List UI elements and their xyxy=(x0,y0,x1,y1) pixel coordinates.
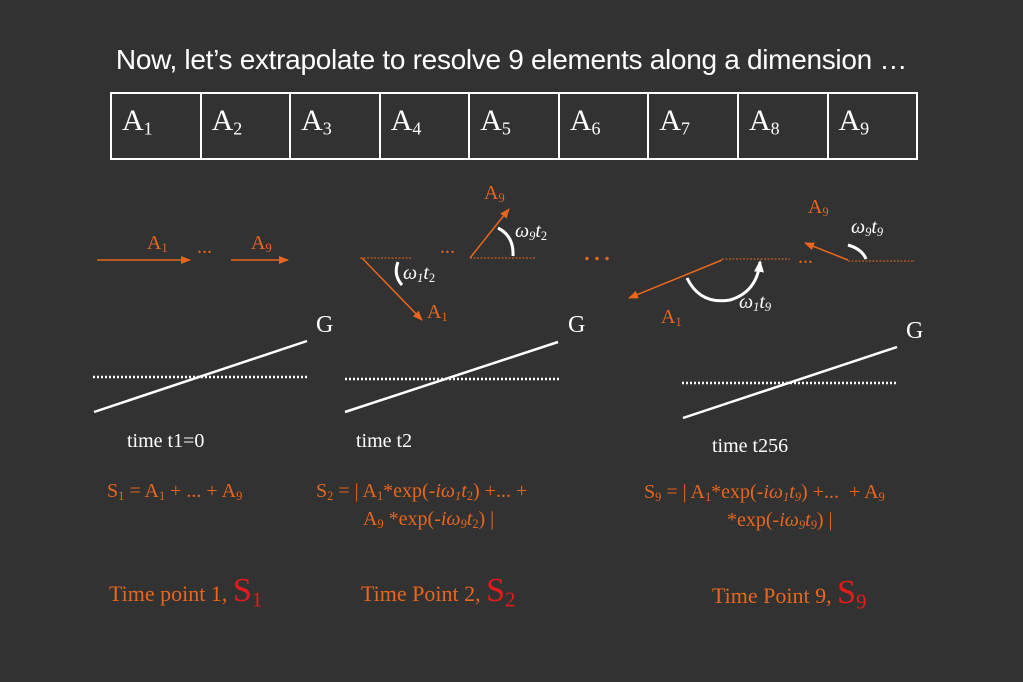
ellipsis: ... xyxy=(440,236,455,258)
signal-equation: S2 = | A1*exp(-iω1t2) +... + xyxy=(316,480,528,504)
table-cell: A4 xyxy=(381,94,471,158)
vector-a1 xyxy=(628,259,723,299)
time-label: time t256 xyxy=(712,435,789,457)
phase-arc-omega9 xyxy=(847,243,868,260)
vector-a1 xyxy=(361,257,423,321)
phase-arc-omega9 xyxy=(497,226,515,257)
label-a1: A1 xyxy=(147,232,168,256)
page-title: Now, let’s extrapolate to resolve 9 elem… xyxy=(115,44,908,75)
signal-equation-line2: *exp(-iω9t9) | xyxy=(727,509,833,533)
time-point-label: Time Point 9, S9 xyxy=(712,574,867,614)
phase-label-omega1: ω1t9 xyxy=(739,291,772,315)
table-cell: A2 xyxy=(202,94,292,158)
phase-label-omega1: ω1t2 xyxy=(403,262,436,286)
ellipsis: ... xyxy=(197,236,212,258)
table-cell: A6 xyxy=(560,94,650,158)
signal-equation: S1 = A1 + ... + A9 xyxy=(107,480,243,504)
time-label: time t1=0 xyxy=(127,430,205,452)
gradient-label: G xyxy=(906,318,924,344)
label-a9: A9 xyxy=(484,182,505,206)
gradient-line xyxy=(344,340,559,414)
table-cell: A7 xyxy=(649,94,739,158)
element-table: A1 A2 A3 A4 A5 A6 A7 A8 A9 xyxy=(110,92,918,160)
gradient-line xyxy=(93,339,308,414)
phase-label-omega9: ω9t9 xyxy=(851,216,884,240)
signal-equation: S9 = | A1*exp(-iω1t9) +... + A9 xyxy=(644,481,885,505)
signal-equation-line2: A9 *exp(-iω9t2) | xyxy=(363,508,495,532)
vector-a9 xyxy=(469,208,510,259)
label-a9: A9 xyxy=(251,232,272,256)
phase-label-omega9: ω9t2 xyxy=(515,220,548,244)
gradient-label: G xyxy=(568,312,586,338)
table-cell: A9 xyxy=(838,104,870,139)
label-a9: A9 xyxy=(808,196,829,220)
time-label: time t2 xyxy=(356,430,413,452)
gradient-label: G xyxy=(316,312,334,338)
table-cell: A1 xyxy=(112,94,202,158)
table-cell: A3 xyxy=(291,94,381,158)
table-cell: A8 xyxy=(739,94,829,158)
label-a1: A1 xyxy=(427,301,448,325)
time-point-label: Time Point 2, S2 xyxy=(361,572,516,612)
ellipsis: ... xyxy=(798,246,813,268)
ellipsis-between: … xyxy=(582,234,612,267)
time-point-label: Time point 1, S1 xyxy=(109,572,263,612)
phase-arc-omega1 xyxy=(394,261,404,287)
vector-a9 xyxy=(804,242,849,261)
phase-arc-omega1 xyxy=(685,260,764,303)
table-cell: A5 xyxy=(470,94,560,158)
label-a1: A1 xyxy=(661,306,682,330)
